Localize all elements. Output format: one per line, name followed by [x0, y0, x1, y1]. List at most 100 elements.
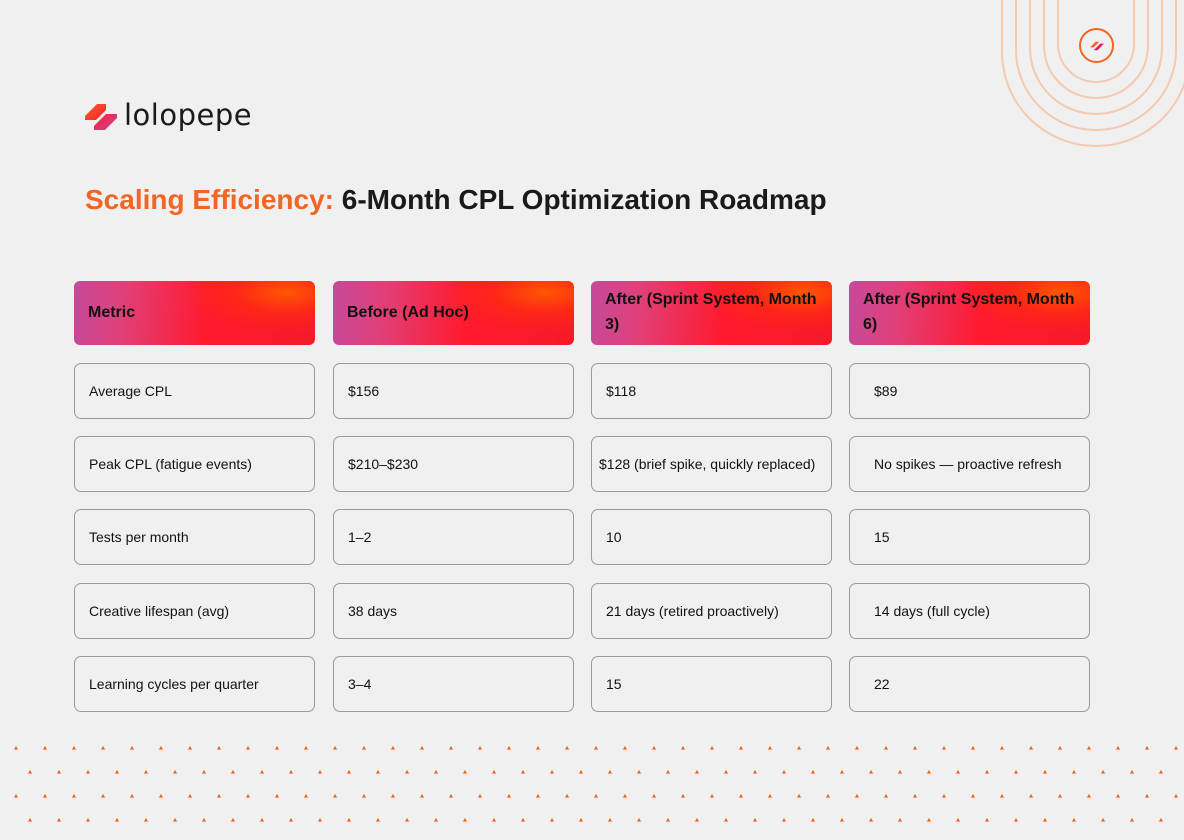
decorative-triangle-icon: [260, 769, 264, 774]
decorative-triangle-icon: [985, 769, 989, 774]
decorative-triangle-icon: [318, 817, 322, 822]
table-cell-month-3: 15: [591, 656, 832, 712]
decorative-triangle-icon: [797, 745, 801, 750]
decorative-dot-pattern: [14, 745, 1178, 822]
decorative-triangle-icon: [1058, 793, 1062, 798]
decorative-triangle-icon: [1014, 769, 1018, 774]
header-before: Before (Ad Hoc): [333, 281, 574, 345]
decorative-triangle-icon: [782, 769, 786, 774]
decorative-triangle-icon: [724, 817, 728, 822]
decorative-triangle-icon: [86, 769, 90, 774]
decorative-triangle-icon: [159, 745, 163, 750]
decorative-triangle-icon: [521, 769, 525, 774]
decorative-triangle-icon: [72, 793, 76, 798]
decorative-triangle-icon: [623, 745, 627, 750]
decorative-triangle-icon: [376, 769, 380, 774]
decorative-triangle-icon: [289, 769, 293, 774]
decorative-triangle-icon: [217, 793, 221, 798]
brand-name: lolopepe: [124, 98, 253, 132]
decorative-triangle-icon: [362, 745, 366, 750]
decorative-triangle-icon: [956, 769, 960, 774]
decorative-triangle-icon: [318, 769, 322, 774]
decorative-triangle-icon: [246, 745, 250, 750]
decorative-triangle-icon: [1116, 745, 1120, 750]
decorative-triangle-icon: [463, 817, 467, 822]
decorative-triangle-icon: [130, 793, 134, 798]
decorative-triangle-icon: [347, 769, 351, 774]
lolopepe-mini-logo-icon: [1089, 41, 1104, 50]
decorative-triangle-icon: [304, 745, 308, 750]
decorative-triangle-icon: [695, 817, 699, 822]
decorative-triangle-icon: [1145, 745, 1149, 750]
decorative-triangle-icon: [811, 817, 815, 822]
decorative-triangle-icon: [1130, 769, 1134, 774]
table-cell-metric: Average CPL: [74, 363, 315, 419]
decorative-triangle-icon: [710, 745, 714, 750]
decorative-triangle-icon: [478, 793, 482, 798]
decorative-triangle-icon: [260, 817, 264, 822]
decorative-triangle-icon: [333, 793, 337, 798]
decorative-triangle-icon: [376, 817, 380, 822]
decorative-triangle-icon: [86, 817, 90, 822]
decorative-triangle-icon: [188, 745, 192, 750]
decorative-triangle-icon: [115, 769, 119, 774]
decorative-triangle-icon: [72, 745, 76, 750]
decorative-triangle-icon: [579, 817, 583, 822]
decorative-triangle-icon: [347, 817, 351, 822]
decorative-triangle-icon: [1058, 745, 1062, 750]
table-cell-month-6: $89: [849, 363, 1090, 419]
decorative-triangle-icon: [405, 817, 409, 822]
decorative-triangle-icon: [1029, 745, 1033, 750]
table-cell-month-3: 21 days (retired proactively): [591, 583, 832, 639]
decorative-triangle-icon: [1174, 745, 1178, 750]
table-cell-month-3: 10: [591, 509, 832, 565]
header-metric: Metric: [74, 281, 315, 345]
decorative-triangle-icon: [144, 769, 148, 774]
decorative-triangle-icon: [1087, 745, 1091, 750]
decorative-triangle-icon: [1000, 745, 1004, 750]
decorative-triangle-icon: [405, 769, 409, 774]
decorative-triangle-icon: [449, 745, 453, 750]
decorative-triangle-icon: [1072, 769, 1076, 774]
lolopepe-logo-mark-icon: [85, 104, 117, 130]
decorative-triangle-icon: [434, 817, 438, 822]
decorative-triangle-icon: [797, 793, 801, 798]
decorative-triangle-icon: [550, 817, 554, 822]
decorative-triangle-icon: [608, 769, 612, 774]
decorative-triangle-icon: [942, 793, 946, 798]
decorative-triangle-icon: [507, 745, 511, 750]
decorative-triangle-icon: [1043, 769, 1047, 774]
decorative-triangle-icon: [1087, 793, 1091, 798]
table-cell-before: 1–2: [333, 509, 574, 565]
decorative-triangle-icon: [391, 745, 395, 750]
decorative-triangle-icon: [565, 745, 569, 750]
decorative-triangle-icon: [14, 745, 18, 750]
table-cell-metric: Learning cycles per quarter: [74, 656, 315, 712]
table-cell-month-6: 22: [849, 656, 1090, 712]
decorative-triangle-icon: [217, 745, 221, 750]
decorative-triangle-icon: [101, 793, 105, 798]
table-cell-metric: Tests per month: [74, 509, 315, 565]
decorative-triangle-icon: [594, 793, 598, 798]
decorative-triangle-icon: [855, 745, 859, 750]
decorative-triangle-icon: [521, 817, 525, 822]
decorative-triangle-icon: [57, 817, 61, 822]
decorative-triangle-icon: [695, 769, 699, 774]
decorative-triangle-icon: [811, 769, 815, 774]
table-cell-before: 3–4: [333, 656, 574, 712]
decorative-triangle-icon: [1043, 817, 1047, 822]
decorative-triangle-icon: [913, 793, 917, 798]
decorative-triangle-icon: [608, 817, 612, 822]
table-cell-before: $156: [333, 363, 574, 419]
decorative-triangle-icon: [579, 769, 583, 774]
decorative-triangle-icon: [478, 745, 482, 750]
decorative-triangle-icon: [869, 817, 873, 822]
decorative-triangle-icon: [231, 817, 235, 822]
decorative-triangle-icon: [463, 769, 467, 774]
decorative-triangle-icon: [536, 793, 540, 798]
decorative-triangle-icon: [275, 793, 279, 798]
decorative-triangle-icon: [898, 769, 902, 774]
decorative-triangle-icon: [637, 817, 641, 822]
decorative-triangle-icon: [391, 793, 395, 798]
decorative-triangle-icon: [782, 817, 786, 822]
